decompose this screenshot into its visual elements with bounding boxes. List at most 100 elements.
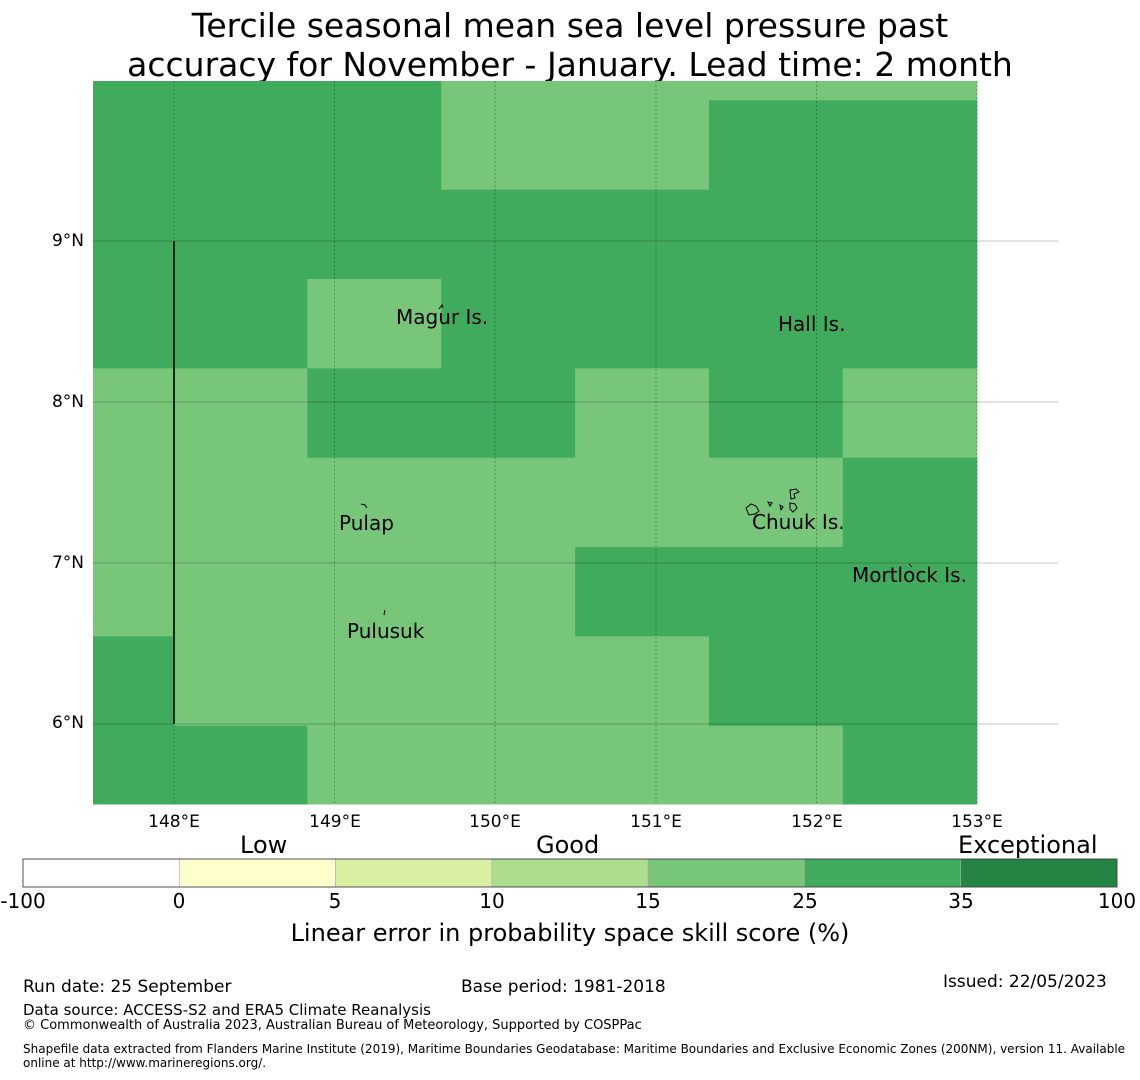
grid-cell (575, 636, 710, 727)
colorbar-bin (335, 858, 493, 888)
grid-cell (708, 279, 844, 369)
grid-cell (173, 368, 308, 459)
grid-cell (307, 189, 442, 280)
grid-cell (842, 725, 978, 805)
grid-cell (708, 547, 844, 637)
colorbar-frame (22, 858, 1118, 888)
cb-tick-25: 25 (792, 889, 818, 913)
grid-cell (842, 457, 978, 548)
grid-cell (441, 100, 576, 191)
grid-cell (441, 189, 576, 280)
grid-cell (842, 547, 978, 637)
island-outlines (360, 303, 913, 616)
colorbar (22, 858, 1118, 888)
grid-cell (93, 100, 175, 191)
grid-cell (842, 81, 978, 101)
grid-cell (93, 725, 175, 805)
shapefile-credit: Shapefile data extracted from Flanders M… (23, 1042, 1135, 1070)
grid-cell (173, 457, 308, 548)
grid-cell (173, 725, 308, 805)
grid-cell (441, 636, 576, 727)
grid-cell (93, 368, 175, 459)
base-period: Base period: 1981-2018 (461, 977, 666, 997)
colorbar-bin (960, 858, 1118, 888)
colorbar-bin (491, 858, 649, 888)
colorbar-bin (647, 858, 805, 888)
category-low: Low (240, 831, 288, 859)
grid-cell (708, 368, 844, 459)
grid-cell (307, 547, 442, 637)
title-line-2: accuracy for November - January. Lead ti… (127, 45, 1013, 84)
colorbar-bin (178, 858, 336, 888)
grid-cell (575, 189, 710, 280)
place-label-chuuk: Chuuk Is. (752, 510, 845, 534)
grid-cell (842, 189, 978, 280)
grid-cell (441, 368, 576, 459)
grid-cell (307, 279, 442, 369)
grid-cell (708, 457, 844, 548)
grid-cell (307, 457, 442, 548)
cb-tick-5: 5 (328, 889, 342, 913)
grid-cell (842, 636, 978, 727)
place-label-pulusuk: Pulusuk (347, 619, 425, 643)
cb-tick-100: 100 (1097, 889, 1137, 913)
grid-cell (441, 81, 576, 101)
mortlock-island-shape (908, 563, 913, 568)
grid-cell (307, 100, 442, 191)
lat-tick-6: 6°N (51, 713, 84, 733)
chuuk-lagoon-shape (745, 488, 800, 516)
cb-tick-35: 35 (948, 889, 974, 913)
lon-tick-148: 148°E (148, 812, 200, 832)
grid-cell (575, 100, 710, 191)
title-line-1: Tercile seasonal mean sea level pressure… (191, 6, 949, 45)
grid-cell (441, 547, 576, 637)
grid-cell (575, 457, 710, 548)
grid-cell (708, 81, 844, 101)
grid-cell (575, 279, 710, 369)
colorbar-bin (804, 858, 962, 888)
colorbar-label: Linear error in probability space skill … (290, 919, 850, 947)
shapefile-credit-line-1: Shapefile data extracted from Flanders M… (23, 1042, 1126, 1056)
grid-cell (173, 81, 308, 101)
place-label-hall: Hall Is. (778, 312, 846, 336)
cb-tick-minus100: -100 (0, 889, 46, 913)
grid-cell (307, 725, 442, 805)
copyright: © Commonwealth of Australia 2023, Austra… (23, 1018, 642, 1033)
run-date: Run date: 25 September (23, 977, 232, 997)
lat-tick-7: 7°N (51, 553, 84, 573)
grid-cell (575, 547, 710, 637)
lat-tick-8: 8°N (51, 392, 84, 412)
colorbar-bin (22, 858, 180, 888)
grid-cell (842, 279, 978, 369)
grid-cell (842, 368, 978, 459)
grid-cell (173, 279, 308, 369)
lon-tick-151: 151°E (630, 812, 682, 832)
lon-tick-152: 152°E (791, 812, 843, 832)
grid-cell (708, 100, 844, 191)
grid-cell (173, 100, 308, 191)
grid-cell (173, 636, 308, 727)
cb-tick-15: 15 (635, 889, 661, 913)
skill-grid (93, 81, 978, 805)
grid-cell (842, 100, 978, 191)
pulap-island-shape (360, 503, 368, 509)
lat-tick-9: 9°N (51, 231, 84, 251)
map-title: Tercile seasonal mean sea level pressure… (0, 6, 1140, 84)
grid-cell (93, 457, 175, 548)
grid-cell (575, 81, 710, 101)
lon-tick-153: 153°E (951, 812, 1003, 832)
grid-cell (307, 368, 442, 459)
grid-cell (307, 81, 442, 101)
shapefile-credit-line-2: online at http://www.marineregions.org/. (23, 1056, 267, 1070)
grid-cell (708, 189, 844, 280)
place-label-mortlock: Mortlock Is. (852, 563, 967, 587)
grid-cell (173, 189, 308, 280)
place-label-magur: Magur Is. (396, 305, 489, 329)
grid-cell (708, 725, 844, 805)
grid-cell (575, 368, 710, 459)
grid-cell (93, 279, 175, 369)
lon-tick-150: 150°E (469, 812, 521, 832)
grid-cell (441, 457, 576, 548)
grid-cell (441, 725, 576, 805)
